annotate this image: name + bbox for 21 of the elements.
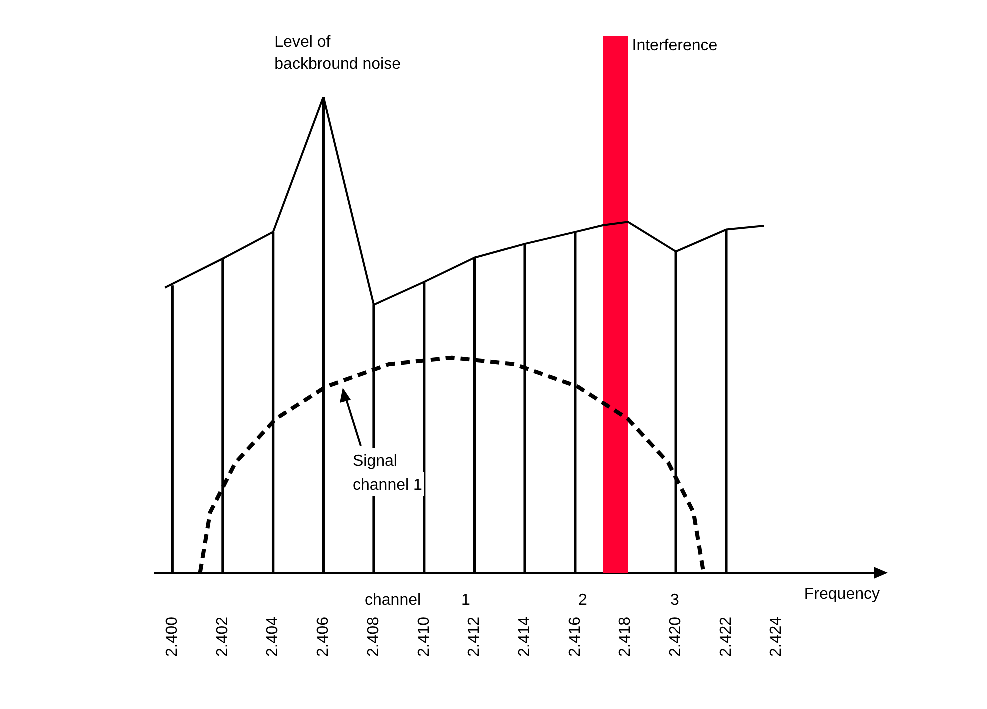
x-tick-label: 2.410: [416, 616, 433, 658]
x-axis-title: Frequency: [804, 586, 880, 603]
text: 2: [578, 592, 588, 609]
x-tick-label: 2.406: [315, 616, 332, 658]
x-tick-label: 2.422: [718, 616, 735, 658]
x-tick-label: 2.414: [516, 616, 534, 658]
x-tick-label: 2.424: [768, 616, 786, 658]
x-tick-label: 2.418: [617, 616, 634, 658]
x-tick-label: 2.412: [466, 616, 484, 658]
x-tick-label: 2.420: [668, 616, 684, 658]
x-tick-label: 2.400: [164, 616, 182, 658]
band-label: Interference: [632, 37, 718, 54]
text: 3: [670, 592, 680, 609]
x-tick-label: 2.404: [264, 616, 282, 658]
annotation: Level of backbround noise: [274, 34, 402, 73]
annotation: Signal channel 1: [353, 453, 422, 494]
text: channel: [365, 592, 422, 609]
text: 1: [462, 592, 471, 609]
x-tick-label: 2.402: [214, 616, 232, 658]
x-tick-label: 2.416: [566, 616, 584, 658]
x-tick-label: 2.408: [365, 616, 382, 658]
